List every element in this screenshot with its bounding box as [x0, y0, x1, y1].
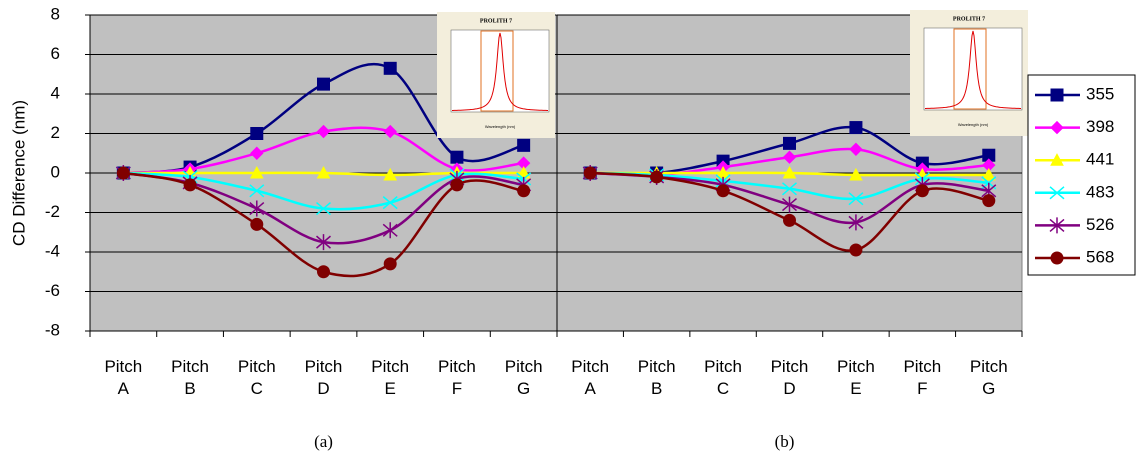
marker	[250, 217, 264, 231]
marker	[316, 165, 331, 179]
x-tick-label: Pitch F	[903, 357, 942, 398]
marker	[317, 77, 330, 91]
x-tick-label: Pitch D	[770, 357, 809, 398]
marker	[249, 165, 264, 179]
marker	[782, 150, 797, 164]
x-tick-label: Pitch F	[438, 357, 476, 398]
marker	[849, 121, 863, 135]
marker	[782, 165, 797, 179]
y-tick-label: 8	[51, 4, 60, 23]
inset: PROLITH 7 Wavelength (nm)	[437, 12, 555, 138]
y-tick-label: 0	[51, 162, 60, 181]
marker	[783, 136, 796, 150]
marker	[981, 167, 996, 181]
marker	[250, 127, 264, 140]
marker	[316, 124, 331, 139]
marker	[316, 234, 331, 251]
inset-axes	[450, 29, 550, 113]
marker	[316, 201, 331, 216]
marker	[848, 214, 864, 231]
y-tick-label: -8	[45, 320, 60, 339]
inset-axes	[923, 27, 1023, 111]
x-tick-label: Pitch D	[304, 357, 343, 398]
marker	[383, 61, 397, 75]
marker	[849, 243, 863, 257]
marker	[782, 182, 797, 196]
legend-label: 526	[1086, 215, 1114, 234]
marker	[716, 184, 730, 198]
x-tick-label: Pitch C	[237, 357, 276, 398]
marker	[383, 257, 397, 271]
inset-curve	[451, 32, 549, 111]
y-axis-label: CD Difference (nm)	[9, 100, 28, 246]
marker	[583, 166, 597, 180]
y-tick-label: 4	[51, 83, 60, 102]
legend-label: 568	[1086, 247, 1114, 266]
inset-title: PROLITH 7	[953, 16, 985, 22]
marker	[383, 167, 398, 181]
legend-marker	[1049, 186, 1065, 200]
marker	[450, 178, 464, 192]
marker	[982, 194, 996, 208]
legend-marker	[1050, 251, 1064, 265]
x-tick-label: Pitch E	[837, 357, 875, 398]
legend-label: 483	[1086, 182, 1114, 201]
x-tick-label: Pitch B	[637, 357, 676, 398]
legend-label: 355	[1086, 84, 1114, 103]
legend-marker	[1050, 153, 1064, 166]
marker	[250, 146, 264, 160]
caption: (b)	[775, 432, 795, 451]
marker	[915, 184, 929, 198]
marker	[249, 200, 265, 217]
legend-marker	[1050, 88, 1064, 102]
marker	[849, 142, 863, 157]
x-tick-label: Pitch A	[104, 357, 143, 398]
inset-box	[953, 28, 987, 110]
marker	[317, 265, 330, 279]
y-tick-label: 6	[51, 44, 60, 63]
marker	[849, 167, 863, 181]
x-tick-label: Pitch C	[704, 357, 742, 398]
y-tick-label: 2	[51, 123, 60, 142]
marker	[450, 150, 464, 164]
x-tick-label: Pitch G	[504, 357, 543, 398]
x-tick-label: Pitch A	[571, 357, 610, 398]
y-tick-label: -2	[45, 202, 60, 221]
marker	[517, 138, 531, 152]
inset-x-label: Wavelength (nm)	[958, 122, 989, 127]
inset: PROLITH 7 Wavelength (nm)	[910, 10, 1028, 136]
legend-marker	[1050, 120, 1064, 135]
inset-curve	[924, 30, 1022, 109]
legend-marker	[1049, 217, 1065, 234]
marker	[783, 213, 796, 227]
marker	[249, 184, 265, 198]
caption: (a)	[314, 432, 333, 451]
y-tick-label: -4	[45, 241, 60, 260]
x-tick-label: Pitch B	[171, 357, 209, 398]
marker	[517, 184, 531, 198]
marker	[383, 124, 397, 139]
marker	[183, 178, 197, 192]
marker	[382, 196, 398, 210]
marker	[116, 166, 130, 180]
y-tick-label: -6	[45, 281, 60, 300]
x-tick-label: Pitch E	[371, 357, 410, 398]
inset-box	[480, 30, 514, 112]
legend-label: 441	[1086, 150, 1114, 169]
marker	[382, 222, 398, 239]
marker	[650, 170, 664, 184]
legend-label: 398	[1086, 117, 1114, 136]
legend	[1027, 74, 1136, 276]
inset-x-label: Wavelength (nm)	[485, 124, 516, 129]
marker	[782, 196, 797, 213]
inset-title: PROLITH 7	[480, 18, 512, 24]
marker	[848, 192, 864, 206]
x-tick-label: Pitch G	[969, 357, 1008, 398]
